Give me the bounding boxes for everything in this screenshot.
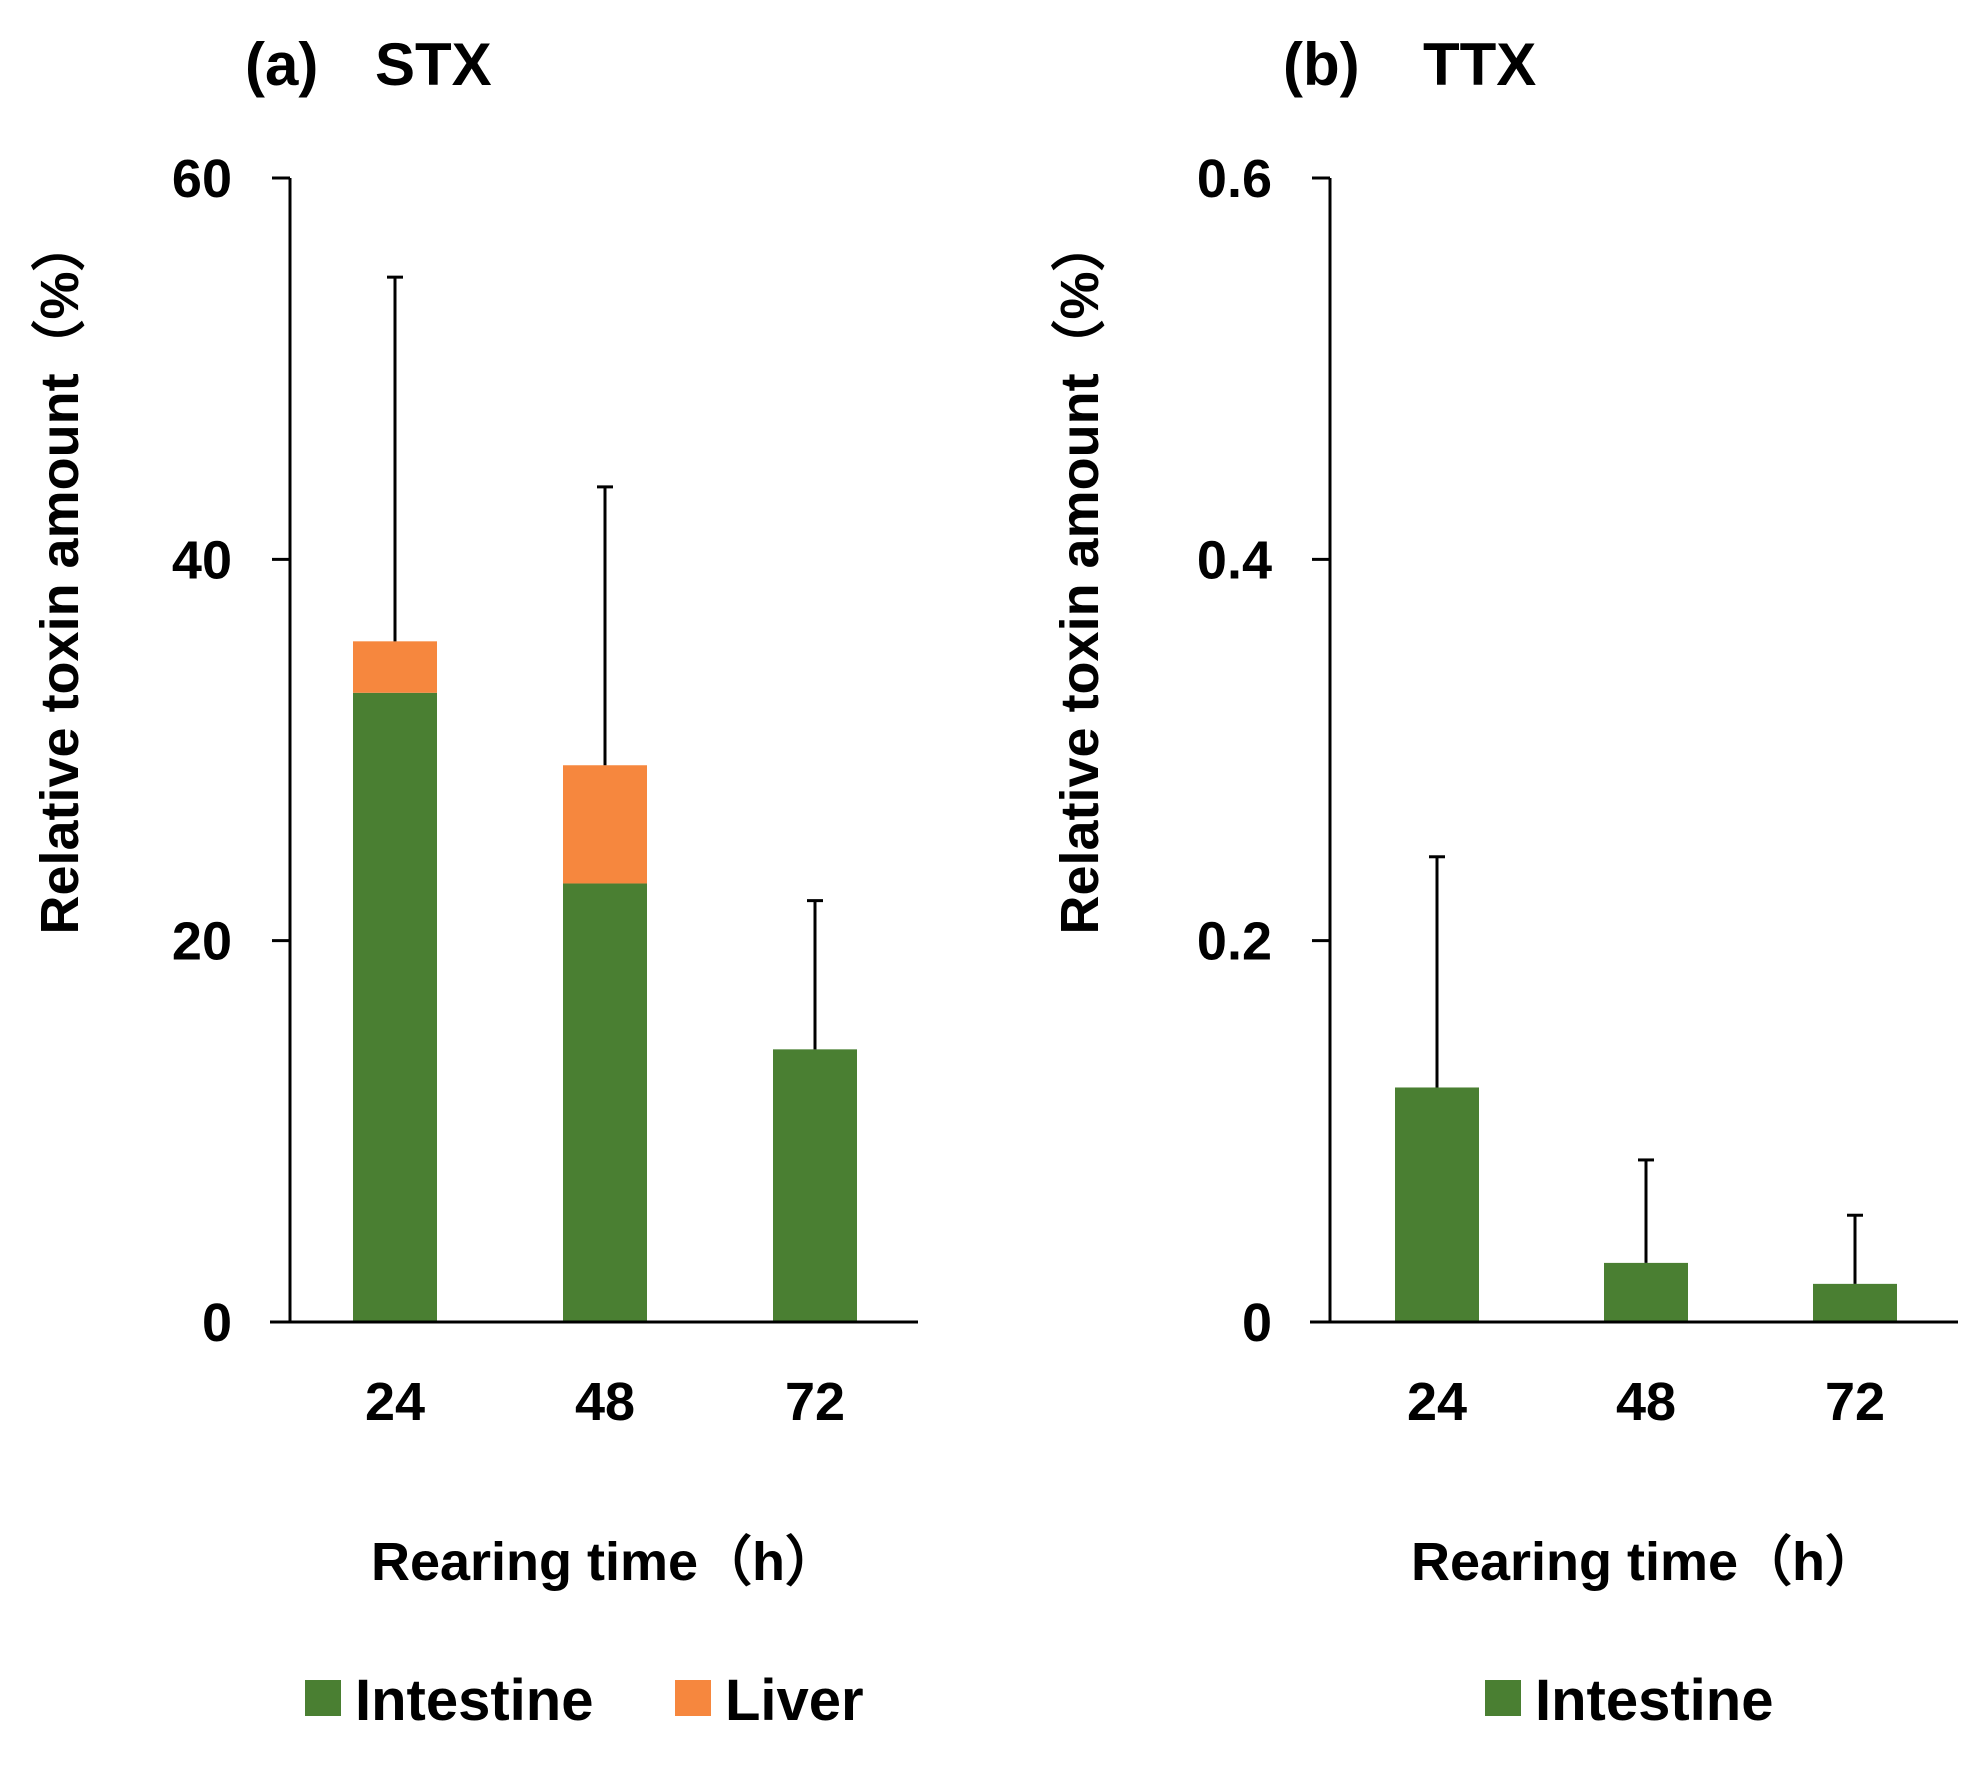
panel-b-legend: Intestine [1485,1668,1774,1733]
panel-a-y-tick-label-40: 40 [172,530,232,590]
panel-b-title: TTX [1423,31,1536,98]
panel-b-bar-intestine-24 [1395,1087,1479,1322]
panel-a-bar-liver-24 [353,641,437,693]
panel-a-legend-swatch-intestine [305,1680,341,1716]
panel-b-y-tick-label-0.6: 0.6 [1197,149,1272,209]
panel-b-legend-label-intestine: Intestine [1535,1668,1774,1733]
panel-b-bar-intestine-48 [1604,1262,1688,1322]
panel-b-plot-area: 24 48 72 0 0.2 0.4 0.6 [1197,149,1958,1432]
panel-a-x-tick-label-48: 48 [575,1372,635,1432]
panel-a-legend-label-intestine: Intestine [355,1668,594,1733]
panel-a-legend-swatch-liver [675,1680,711,1716]
panel-b-x-tick-label-24: 24 [1407,1372,1467,1432]
panel-b-x-tick-label-72: 72 [1825,1372,1885,1432]
panel-a-plot-area: 24 48 72 0 20 40 60 [172,149,918,1432]
panel-a-bar-liver-48 [563,765,647,884]
panel-a-y-tick-label-20: 20 [172,912,232,972]
panel-a-title: STX [375,31,492,98]
panel-a-x-axis-title: Rearing time（h） [371,1532,839,1592]
panel-a-stx: (a) STX Relative toxin amount（%） 24 48 72 0… [30,31,918,1733]
panel-b-y-tick-label-0.2: 0.2 [1197,912,1272,972]
panel-a-label: (a) [245,31,318,98]
panel-b-label: (b) [1283,31,1360,98]
panel-b-x-tick-label-48: 48 [1616,1372,1676,1432]
panel-a-bar-intestine-24 [353,692,437,1322]
panel-b-bar-intestine-72 [1813,1283,1897,1322]
panel-a-bar-intestine-72 [773,1049,857,1322]
panel-a-y-axis-title-group: Relative toxin amount（%） [30,217,90,934]
panel-b-ttx: (b) TTX Relative toxin amount（%） 24 48 72 0… [1050,31,1958,1733]
panel-a-x-tick-label-72: 72 [785,1372,845,1432]
panel-a-y-axis-title: Relative toxin amount（%） [30,217,90,934]
panel-b-legend-swatch-intestine [1485,1680,1521,1716]
panel-b-y-tick-label-0: 0 [1242,1293,1272,1353]
panel-a-legend: Intestine Liver [305,1668,864,1733]
panel-a-bar-intestine-48 [563,883,647,1322]
panel-b-x-axis-title: Rearing time（h） [1411,1532,1879,1592]
panel-b-y-tick-label-0.4: 0.4 [1197,530,1272,590]
panel-b-y-axis-title: Relative toxin amount（%） [1050,217,1110,934]
panel-a-y-tick-label-60: 60 [172,149,232,209]
panel-a-legend-label-liver: Liver [725,1668,864,1733]
panel-b-y-axis-title-group: Relative toxin amount（%） [1050,217,1110,934]
panel-a-y-tick-label-0: 0 [202,1293,232,1353]
panel-a-x-tick-label-24: 24 [365,1372,425,1432]
